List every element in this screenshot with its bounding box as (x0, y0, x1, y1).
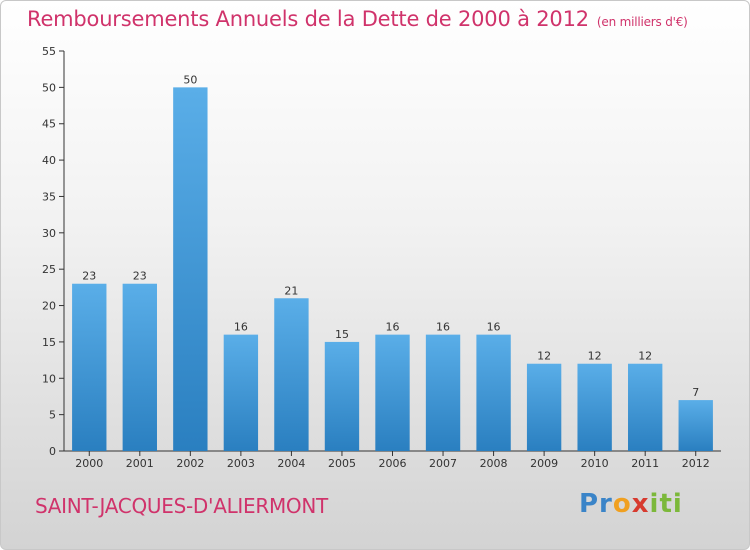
bar-value-label: 15 (335, 328, 349, 341)
y-tick-label: 30 (42, 227, 56, 240)
bar-value-label: 7 (692, 386, 699, 399)
bar (577, 363, 612, 451)
x-tick-label: 2001 (126, 457, 154, 470)
chart-title-text: Remboursements Annuels de la Dette de 20… (27, 7, 589, 31)
bar (476, 334, 511, 451)
bar (72, 283, 107, 451)
bar (122, 283, 157, 451)
bar-value-label: 23 (133, 270, 147, 283)
bar (526, 363, 562, 451)
bar (425, 334, 461, 451)
bar (173, 87, 208, 451)
x-tick-label: 2004 (277, 457, 305, 470)
bar-value-label: 16 (436, 321, 450, 334)
bar-value-label: 12 (537, 350, 551, 363)
x-tick-label: 2009 (530, 457, 558, 470)
bar (628, 363, 663, 451)
x-axis: 2000 2001 2002 2003 2004 2005 2006 2007 2008 2009… (64, 450, 721, 470)
bar (223, 334, 259, 451)
x-tick-label: 2011 (631, 457, 659, 470)
bar-value-label: 16 (386, 321, 400, 334)
chart-title: Remboursements Annuels de la Dette de 20… (27, 7, 688, 31)
proxiti-logo: Proxiti (579, 489, 683, 519)
x-tick-label: 2003 (227, 457, 255, 470)
y-tick-label: 15 (42, 336, 56, 349)
y-tick-label: 45 (42, 118, 56, 131)
x-tick-label: 2008 (480, 457, 508, 470)
bar-value-label: 50 (183, 73, 197, 86)
y-tick-label: 35 (42, 190, 56, 203)
x-tick-label: 2012 (682, 457, 710, 470)
y-tick-label: 55 (42, 45, 56, 58)
x-tick-label: 2005 (328, 457, 356, 470)
x-tick-label: 2010 (581, 457, 609, 470)
y-tick-label: 50 (42, 81, 56, 94)
y-tick-label: 0 (49, 445, 56, 458)
y-tick-label: 5 (49, 409, 56, 422)
y-axis: 0 5 10 15 20 25 30 35 40 45 50 55 (42, 45, 65, 458)
y-tick-label: 40 (42, 154, 56, 167)
bar (274, 298, 309, 451)
bar-value-label: 23 (82, 270, 96, 283)
data-labels: 23 23 50 16 21 15 16 16 16 12 12 12 7 (82, 73, 699, 399)
commune-name: SAINT-JACQUES-D'ALIERMONT (35, 494, 328, 518)
bar-value-label: 16 (234, 321, 248, 334)
bar-value-label: 16 (487, 321, 501, 334)
x-tick-label: 2006 (379, 457, 407, 470)
bar-value-label: 12 (638, 350, 652, 363)
bar (324, 341, 360, 451)
x-tick-label: 2000 (75, 457, 103, 470)
x-tick-label: 2007 (429, 457, 457, 470)
bar (375, 334, 410, 451)
bar-value-label: 21 (284, 284, 298, 297)
bar-value-label: 12 (588, 350, 602, 363)
bars (72, 87, 713, 451)
y-tick-label: 20 (42, 300, 56, 313)
bar (678, 400, 713, 451)
y-tick-label: 25 (42, 263, 56, 276)
chart-unit: (en milliers d'€) (596, 15, 688, 29)
y-tick-label: 10 (42, 372, 56, 385)
x-tick-label: 2002 (176, 457, 204, 470)
